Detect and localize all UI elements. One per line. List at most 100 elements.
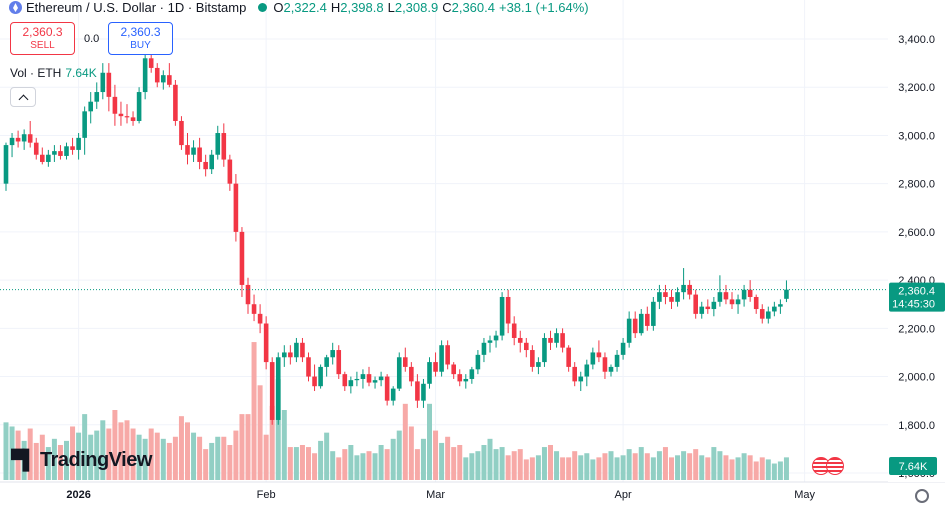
candle	[608, 364, 614, 377]
volume-badge-value: 7.64K	[899, 461, 928, 473]
candle-body	[602, 357, 608, 372]
volume-bar	[215, 436, 221, 480]
sell-button[interactable]: 2,360.3 SELL	[10, 22, 75, 55]
volume-bars	[3, 342, 789, 480]
event-markers[interactable]	[812, 457, 844, 480]
candle-body	[9, 137, 15, 146]
volume-bar	[656, 451, 662, 480]
candle	[729, 292, 735, 310]
candle	[614, 350, 620, 372]
time-tick-label: May	[794, 489, 815, 501]
candle-body	[427, 362, 432, 384]
volume-bar	[650, 457, 656, 480]
candle	[602, 352, 608, 379]
volume-bar	[372, 453, 378, 480]
candle	[76, 133, 81, 160]
candle	[27, 120, 33, 148]
candle	[88, 92, 93, 124]
volume-bar	[245, 414, 251, 480]
candle-body	[294, 342, 299, 358]
volume-bar	[451, 447, 457, 480]
volume-bar	[191, 432, 197, 480]
candle	[112, 84, 118, 126]
candle-body	[33, 142, 39, 155]
volume-bar	[348, 445, 354, 480]
volume-bar	[511, 451, 517, 480]
candle-body	[3, 145, 9, 184]
candle-body	[723, 292, 729, 300]
candle-body	[638, 313, 644, 334]
volume-bar	[729, 459, 735, 480]
candle-body	[705, 306, 711, 310]
candle	[493, 330, 499, 348]
candle-body	[548, 337, 553, 343]
time-tick-label: Feb	[257, 489, 276, 501]
candle-body	[40, 154, 45, 162]
candle	[70, 137, 75, 155]
candle	[294, 337, 299, 363]
sell-label: SELL	[30, 40, 55, 51]
time-tick-label: 2026	[66, 489, 90, 501]
candle-body	[590, 352, 596, 365]
spread-value: 0.0	[84, 33, 100, 45]
candle-body	[257, 313, 263, 324]
candle	[505, 289, 511, 334]
candle	[542, 333, 547, 367]
volume-bar	[94, 430, 100, 480]
volume-bar	[687, 453, 693, 480]
candle-body	[530, 350, 535, 367]
candle-body	[378, 376, 384, 381]
volume-bar	[312, 453, 318, 480]
volume-bar	[475, 451, 481, 480]
volume-bar	[384, 449, 390, 480]
candle	[360, 369, 366, 389]
candle-body	[415, 381, 420, 401]
candle-body	[88, 101, 93, 112]
candle	[227, 154, 233, 191]
volume-bar	[148, 428, 154, 480]
volume-bar	[178, 416, 184, 480]
volume-bar	[233, 430, 239, 480]
candle	[403, 347, 408, 372]
volume-bar	[324, 432, 330, 480]
volume-bar	[88, 434, 94, 480]
candle	[21, 129, 27, 150]
grid	[0, 0, 888, 482]
candle-body	[269, 362, 275, 420]
buy-button[interactable]: 2,360.3 BUY	[108, 22, 173, 55]
candle-body	[536, 362, 541, 367]
candle	[681, 268, 686, 300]
candle-body	[487, 340, 493, 343]
candle-body	[481, 342, 487, 355]
price-tick-label: 2,800.0	[898, 179, 935, 191]
volume-bar	[572, 451, 578, 480]
candle-body	[493, 335, 499, 341]
candle	[142, 53, 148, 100]
candle	[638, 309, 644, 336]
candle-body	[560, 333, 565, 348]
volume-bar	[15, 430, 21, 480]
candle	[475, 350, 481, 375]
volume-bar	[548, 445, 553, 480]
price-axis[interactable]	[888, 0, 945, 482]
candle	[384, 374, 390, 406]
candle-body	[21, 134, 27, 142]
candle-body	[554, 333, 559, 343]
collapse-legend-button[interactable]	[10, 87, 36, 107]
candle-body	[191, 147, 196, 155]
candle-body	[124, 116, 130, 118]
candle-body	[663, 292, 668, 297]
volume-bar	[439, 442, 445, 480]
settings-gear-icon[interactable]	[915, 489, 929, 503]
symbol-title: Ethereum / U.S. Dollar · 1D · Bitstamp	[26, 0, 247, 15]
volume-bar	[711, 447, 717, 480]
volume-bar	[753, 461, 759, 480]
candle	[772, 301, 777, 317]
candle-body	[372, 380, 378, 383]
candle-body	[614, 354, 620, 367]
tradingview-logo[interactable]: ▀▌ TradingView	[11, 449, 152, 472]
candle-body	[517, 337, 523, 343]
candle	[445, 340, 450, 370]
us-flag-icon[interactable]	[826, 457, 844, 475]
